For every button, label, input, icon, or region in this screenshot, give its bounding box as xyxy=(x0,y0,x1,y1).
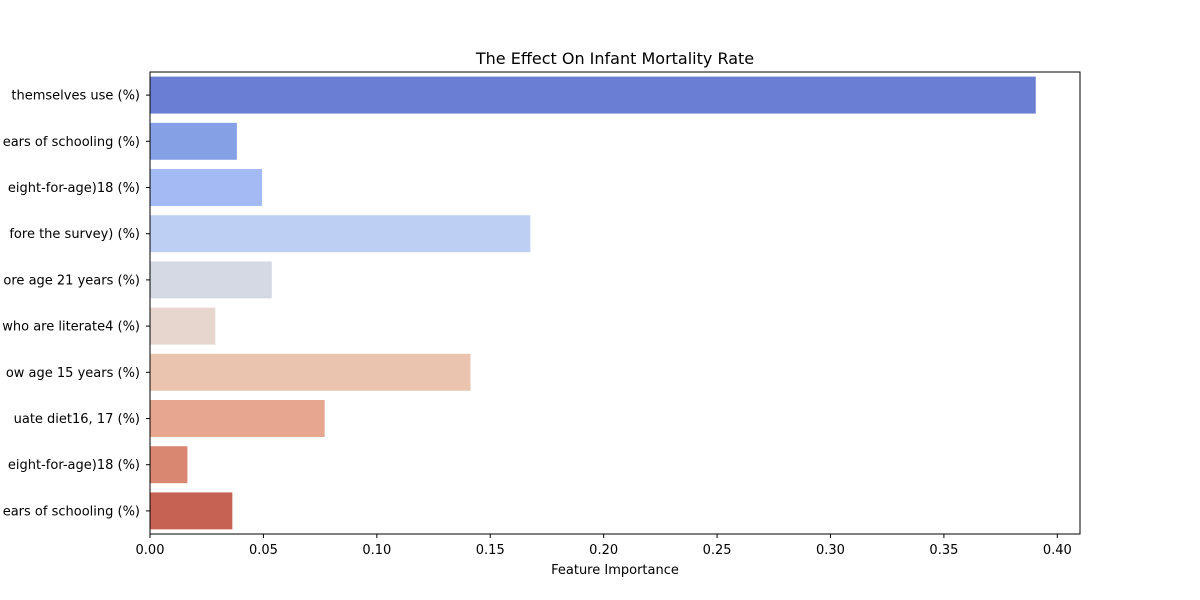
bar-10 xyxy=(150,492,233,530)
x-tick-label-5: 0.20 xyxy=(589,543,618,558)
x-tick-label-6: 0.25 xyxy=(703,543,732,558)
y-tick-label-8: uate diet16, 17 (%) xyxy=(14,412,140,427)
bar-3 xyxy=(150,169,263,206)
x-axis: 0.00 0.05 0.10 0.15 0.20 0.25 0.30 0.35 0.40 xyxy=(136,534,1072,558)
bar-4 xyxy=(150,215,531,253)
y-axis: themselves use (%) ears of schooling (%) e… xyxy=(2,89,150,519)
x-tick-label-2: 0.05 xyxy=(249,543,278,558)
y-tick-label-10: ears of schooling (%) xyxy=(3,504,140,519)
bar-6 xyxy=(150,307,216,345)
y-tick-label-3: eight-for-age)18 (%) xyxy=(8,181,140,196)
bars-group xyxy=(150,76,1036,530)
y-tick-label-6: who are literate4 (%) xyxy=(2,320,140,335)
y-tick-label-1: themselves use (%) xyxy=(11,89,140,104)
y-tick-label-5: ore age 21 years (%) xyxy=(3,273,140,288)
bar-1 xyxy=(150,76,1036,114)
x-axis-label: Feature Importance xyxy=(551,563,679,578)
x-tick-label-1: 0.00 xyxy=(136,543,165,558)
bar-9 xyxy=(150,446,188,484)
y-tick-label-2: ears of schooling (%) xyxy=(3,135,140,150)
bar-8 xyxy=(150,400,325,437)
x-tick-label-4: 0.15 xyxy=(476,543,505,558)
x-tick-label-7: 0.30 xyxy=(816,543,845,558)
y-tick-label-4: fore the survey) (%) xyxy=(9,227,140,242)
plot-frame xyxy=(149,71,1081,535)
x-tick-label-3: 0.10 xyxy=(362,543,391,558)
x-tick-label-8: 0.35 xyxy=(929,543,958,558)
bar-2 xyxy=(150,122,237,160)
y-tick-label-9: eight-for-age)18 (%) xyxy=(8,458,140,473)
y-tick-label-7: ow age 15 years (%) xyxy=(6,366,140,381)
bar-5 xyxy=(150,261,272,299)
chart-title: The Effect On Infant Mortality Rate xyxy=(475,49,754,68)
bar-7 xyxy=(150,353,471,391)
x-tick-label-9: 0.40 xyxy=(1043,543,1072,558)
